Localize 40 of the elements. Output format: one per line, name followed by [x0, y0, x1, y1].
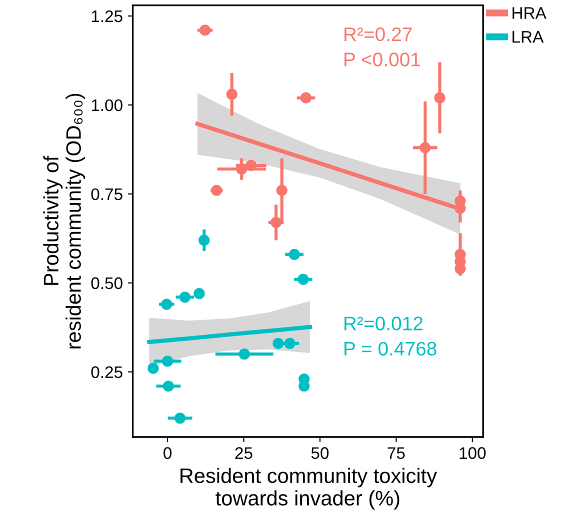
point [148, 362, 159, 374]
point [162, 356, 174, 367]
point [198, 234, 210, 246]
point [276, 184, 288, 196]
point [179, 292, 190, 303]
point [162, 380, 174, 392]
annotation: R²=0.27 P <0.001 [344, 27, 420, 66]
point [270, 216, 282, 228]
y-tick-label: 1.00 [92, 99, 122, 112]
x-tick-label: 100 [460, 447, 486, 459]
point [174, 412, 186, 424]
x-tick-label: 50 [311, 447, 329, 459]
legend-label: LRA [512, 31, 544, 43]
point [161, 298, 172, 310]
x-tick-label: 75 [388, 447, 405, 459]
point [288, 248, 300, 260]
y-tick-label: 0.75 [91, 188, 122, 200]
point [226, 88, 238, 100]
x-axis-title: Resident community toxicity towards invader (%) [180, 468, 437, 510]
annotation: R²=0.012 P = 0.4768 [344, 316, 436, 356]
point [300, 92, 312, 104]
point [194, 288, 205, 300]
point [199, 24, 211, 36]
y-tick-label: 1.25 [92, 10, 122, 22]
point [272, 338, 284, 349]
y-tick-label: 0.50 [91, 277, 122, 290]
legend-label: HRA [512, 7, 546, 19]
point [238, 348, 250, 360]
point [246, 160, 257, 172]
point [284, 338, 296, 349]
y-axis-title: Productivity of resident community (OD₆₀₀) [43, 94, 86, 348]
x-tick-label: 0 [164, 447, 172, 459]
line-series [147, 324, 312, 344]
point [211, 184, 222, 196]
point [298, 274, 309, 285]
y-tick-label: 0.25 [91, 366, 122, 378]
point [420, 142, 431, 154]
point [236, 163, 248, 175]
point [434, 92, 446, 104]
x-tick-label: 25 [235, 447, 252, 459]
